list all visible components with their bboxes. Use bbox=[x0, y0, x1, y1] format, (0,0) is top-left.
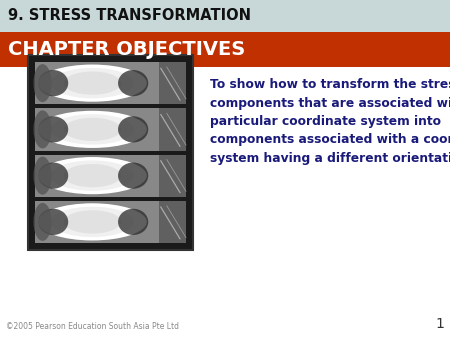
Bar bbox=[0, 32, 450, 67]
Ellipse shape bbox=[64, 164, 121, 187]
Text: CHAPTER OBJECTIVES: CHAPTER OBJECTIVES bbox=[8, 40, 245, 59]
Ellipse shape bbox=[51, 114, 134, 145]
Ellipse shape bbox=[33, 64, 52, 102]
Bar bbox=[159, 154, 186, 197]
Ellipse shape bbox=[38, 70, 68, 96]
Bar bbox=[35, 108, 186, 150]
Ellipse shape bbox=[38, 65, 147, 102]
Bar bbox=[35, 154, 186, 197]
Ellipse shape bbox=[38, 157, 147, 194]
Ellipse shape bbox=[118, 163, 148, 189]
Text: To show how to transform the stress
components that are associated with a
partic: To show how to transform the stress comp… bbox=[210, 78, 450, 165]
Bar bbox=[28, 55, 193, 250]
Ellipse shape bbox=[64, 118, 121, 141]
Ellipse shape bbox=[51, 207, 134, 237]
Text: 9. STRESS TRANSFORMATION: 9. STRESS TRANSFORMATION bbox=[8, 8, 251, 24]
Ellipse shape bbox=[64, 72, 121, 95]
Bar bbox=[159, 108, 186, 150]
Text: ©2005 Pearson Education South Asia Pte Ltd: ©2005 Pearson Education South Asia Pte L… bbox=[6, 322, 179, 331]
Ellipse shape bbox=[51, 161, 134, 191]
Ellipse shape bbox=[51, 68, 134, 98]
Ellipse shape bbox=[38, 116, 68, 143]
Ellipse shape bbox=[118, 70, 148, 96]
Ellipse shape bbox=[118, 209, 148, 235]
Ellipse shape bbox=[33, 156, 52, 195]
Bar bbox=[35, 62, 186, 104]
Ellipse shape bbox=[33, 111, 52, 148]
Ellipse shape bbox=[38, 203, 147, 240]
Text: 1: 1 bbox=[435, 317, 444, 331]
Ellipse shape bbox=[33, 203, 52, 241]
Bar bbox=[0, 0, 450, 32]
Ellipse shape bbox=[64, 210, 121, 234]
Ellipse shape bbox=[38, 163, 68, 189]
Ellipse shape bbox=[118, 116, 148, 143]
Ellipse shape bbox=[38, 209, 68, 235]
Bar bbox=[159, 201, 186, 243]
Bar bbox=[35, 201, 186, 243]
Bar bbox=[159, 62, 186, 104]
Ellipse shape bbox=[38, 111, 147, 148]
